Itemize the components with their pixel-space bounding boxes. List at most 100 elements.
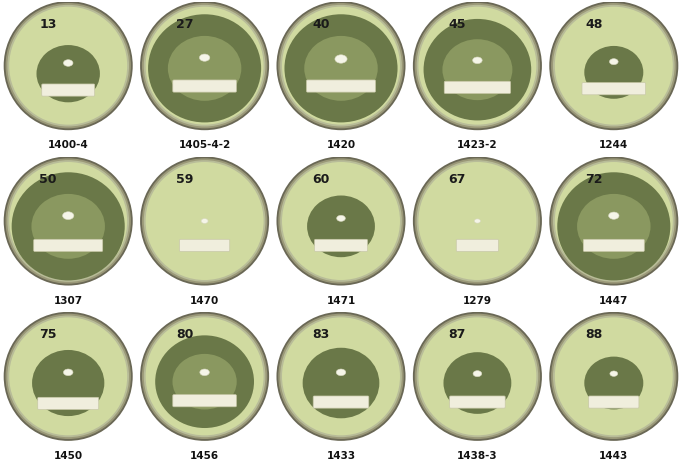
Ellipse shape	[201, 219, 208, 223]
Ellipse shape	[475, 219, 480, 223]
Ellipse shape	[10, 317, 127, 435]
Ellipse shape	[37, 45, 100, 103]
Text: 1420: 1420	[327, 140, 355, 150]
Text: 87: 87	[449, 328, 466, 341]
Ellipse shape	[553, 5, 674, 126]
Ellipse shape	[584, 46, 643, 99]
Ellipse shape	[10, 162, 127, 280]
Ellipse shape	[415, 158, 540, 284]
Ellipse shape	[549, 312, 679, 441]
Ellipse shape	[276, 1, 406, 130]
Ellipse shape	[419, 162, 536, 280]
Ellipse shape	[8, 315, 129, 437]
Ellipse shape	[555, 317, 672, 435]
Ellipse shape	[443, 39, 512, 100]
Ellipse shape	[5, 3, 131, 128]
Ellipse shape	[415, 314, 540, 439]
Ellipse shape	[443, 352, 512, 414]
Ellipse shape	[280, 315, 402, 437]
Ellipse shape	[282, 162, 400, 280]
Ellipse shape	[336, 369, 346, 376]
Ellipse shape	[3, 1, 133, 130]
Ellipse shape	[140, 1, 269, 130]
FancyBboxPatch shape	[306, 80, 376, 92]
Ellipse shape	[278, 314, 404, 439]
Ellipse shape	[304, 36, 378, 101]
Text: 60: 60	[312, 173, 329, 186]
Ellipse shape	[144, 315, 265, 437]
Ellipse shape	[173, 354, 237, 410]
Text: 1400-4: 1400-4	[48, 140, 89, 150]
Text: 80: 80	[176, 328, 193, 341]
Ellipse shape	[584, 356, 643, 410]
FancyBboxPatch shape	[583, 240, 644, 252]
Ellipse shape	[280, 160, 402, 282]
Text: 1405-4-2: 1405-4-2	[179, 140, 231, 150]
Ellipse shape	[32, 350, 104, 416]
Ellipse shape	[140, 157, 269, 286]
Ellipse shape	[413, 312, 542, 441]
Ellipse shape	[335, 55, 347, 63]
FancyBboxPatch shape	[589, 396, 639, 408]
Ellipse shape	[63, 212, 74, 219]
Ellipse shape	[282, 317, 400, 435]
Ellipse shape	[337, 215, 345, 221]
Ellipse shape	[5, 158, 131, 284]
Ellipse shape	[282, 7, 400, 125]
Ellipse shape	[8, 5, 129, 126]
Text: 1456: 1456	[190, 451, 219, 461]
Ellipse shape	[140, 312, 269, 441]
Ellipse shape	[63, 369, 73, 376]
Ellipse shape	[8, 160, 129, 282]
Text: 88: 88	[585, 328, 602, 341]
Ellipse shape	[63, 60, 73, 66]
Ellipse shape	[303, 348, 379, 418]
Ellipse shape	[473, 370, 481, 377]
Ellipse shape	[555, 7, 672, 125]
FancyBboxPatch shape	[456, 240, 499, 252]
Ellipse shape	[417, 315, 538, 437]
Text: 13: 13	[40, 18, 57, 31]
Ellipse shape	[307, 196, 375, 257]
FancyBboxPatch shape	[449, 396, 505, 408]
Ellipse shape	[278, 158, 404, 284]
Ellipse shape	[413, 157, 542, 286]
Text: 40: 40	[312, 18, 329, 31]
Ellipse shape	[199, 54, 210, 61]
Ellipse shape	[551, 3, 677, 128]
FancyBboxPatch shape	[173, 395, 237, 407]
Text: 75: 75	[40, 328, 57, 341]
Ellipse shape	[577, 194, 651, 259]
Ellipse shape	[142, 3, 267, 128]
FancyBboxPatch shape	[314, 240, 368, 252]
Ellipse shape	[419, 7, 536, 125]
Ellipse shape	[280, 5, 402, 126]
Ellipse shape	[146, 7, 263, 125]
Text: 1443: 1443	[599, 451, 628, 461]
Ellipse shape	[12, 172, 125, 281]
Ellipse shape	[419, 317, 536, 435]
Ellipse shape	[549, 1, 679, 130]
Text: 45: 45	[449, 18, 466, 31]
Ellipse shape	[553, 160, 674, 282]
Ellipse shape	[31, 194, 105, 259]
Ellipse shape	[415, 3, 540, 128]
Ellipse shape	[610, 371, 618, 377]
Text: 1433: 1433	[327, 451, 355, 461]
Text: 72: 72	[585, 173, 602, 186]
Ellipse shape	[3, 312, 133, 441]
Text: 27: 27	[176, 18, 193, 31]
Ellipse shape	[608, 212, 619, 219]
FancyBboxPatch shape	[179, 240, 230, 252]
Text: 1450: 1450	[54, 451, 83, 461]
Ellipse shape	[142, 158, 267, 284]
FancyBboxPatch shape	[33, 240, 103, 252]
Text: 1471: 1471	[327, 295, 355, 306]
Ellipse shape	[413, 1, 542, 130]
Text: 83: 83	[312, 328, 329, 341]
FancyBboxPatch shape	[38, 397, 99, 410]
FancyBboxPatch shape	[42, 84, 95, 96]
Ellipse shape	[278, 3, 404, 128]
Ellipse shape	[168, 36, 241, 101]
FancyBboxPatch shape	[313, 396, 369, 408]
